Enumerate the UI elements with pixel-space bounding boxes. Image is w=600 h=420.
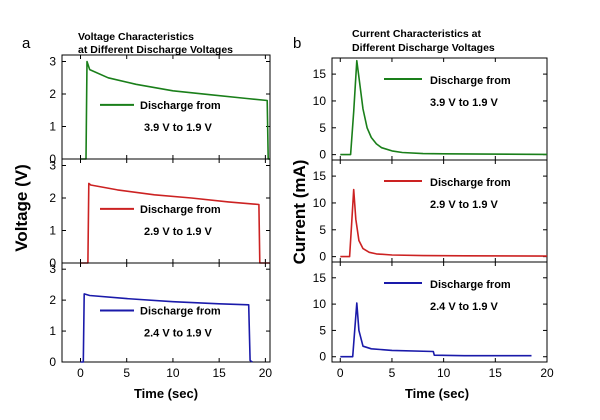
legend-label: 3.9 V to 1.9 V <box>430 97 499 109</box>
x-tick-label: 15 <box>212 366 226 380</box>
panel-title-line: Current Characteristics at <box>352 28 481 40</box>
x-tick-label: 10 <box>437 366 451 380</box>
legend-label: Discharge from <box>430 75 511 87</box>
y-tick-label: 15 <box>313 271 327 285</box>
subplot-frame <box>331 57 548 161</box>
y-tick-label: 5 <box>319 223 326 237</box>
y-tick-label: 5 <box>319 323 326 337</box>
series-line <box>80 182 270 264</box>
legend-label: 2.9 V to 1.9 V <box>430 199 499 211</box>
y-tick-label: 1 <box>49 324 56 338</box>
legend-label: 2.4 V to 1.9 V <box>144 328 213 340</box>
y-tick-label: 0 <box>319 148 326 162</box>
x-axis-label: Time (sec) <box>134 386 198 401</box>
panel-title-line: Voltage Characteristics <box>78 31 194 43</box>
x-tick-label: 5 <box>123 366 130 380</box>
x-tick-label: 10 <box>166 366 180 380</box>
y-tick-label: 10 <box>313 94 327 108</box>
series-line <box>340 302 532 358</box>
y-tick-label: 15 <box>313 169 327 183</box>
y-tick-label: 1 <box>49 224 56 238</box>
x-tick-label: 0 <box>337 366 344 380</box>
y-tick-label: 3 <box>49 262 56 276</box>
series-line <box>340 59 548 156</box>
series-line <box>340 188 548 258</box>
y-tick-label: 0 <box>319 250 326 264</box>
y-tick-label: 10 <box>313 196 327 210</box>
series-line <box>80 60 270 160</box>
legend-label: Discharge from <box>430 177 511 189</box>
panel-letter: b <box>293 35 301 52</box>
series-line <box>80 293 253 363</box>
legend-label: Discharge from <box>140 204 221 216</box>
subplot-frame <box>331 261 548 363</box>
y-tick-label: 2 <box>49 293 56 307</box>
x-tick-label: 20 <box>259 366 273 380</box>
y-tick-label: 1 <box>49 120 56 134</box>
x-tick-label: 5 <box>389 366 396 380</box>
panel-title-line: at Different Discharge Voltages <box>78 44 233 56</box>
y-axis-label: Current (mA) <box>290 160 309 265</box>
y-tick-label: 3 <box>49 159 56 173</box>
y-axis-label: Voltage (V) <box>12 164 31 252</box>
legend-label: Discharge from <box>140 306 221 318</box>
y-tick-label: 3 <box>49 55 56 69</box>
y-tick-label: 0 <box>49 256 56 270</box>
x-tick-label: 15 <box>489 366 503 380</box>
x-axis-label: Time (sec) <box>405 386 469 401</box>
y-tick-label: 0 <box>319 350 326 364</box>
y-tick-label: 0 <box>49 355 56 369</box>
subplot-frame <box>61 262 271 363</box>
y-tick-label: 0 <box>49 152 56 166</box>
y-tick-label: 10 <box>313 297 327 311</box>
legend-label: Discharge from <box>430 279 511 291</box>
panel-letter: a <box>22 35 31 52</box>
y-tick-label: 5 <box>319 121 326 135</box>
legend-label: Discharge from <box>140 100 221 112</box>
panel-title-line: Different Discharge Voltages <box>352 42 495 54</box>
y-tick-label: 15 <box>313 67 327 81</box>
legend-label: 2.9 V to 1.9 V <box>144 226 213 238</box>
subplot-frame <box>331 159 548 263</box>
legend-label: 3.9 V to 1.9 V <box>144 122 213 134</box>
y-tick-label: 2 <box>49 191 56 205</box>
y-tick-label: 2 <box>49 87 56 101</box>
x-tick-label: 20 <box>540 366 554 380</box>
x-tick-label: 0 <box>77 366 84 380</box>
legend-label: 2.4 V to 1.9 V <box>430 301 499 313</box>
